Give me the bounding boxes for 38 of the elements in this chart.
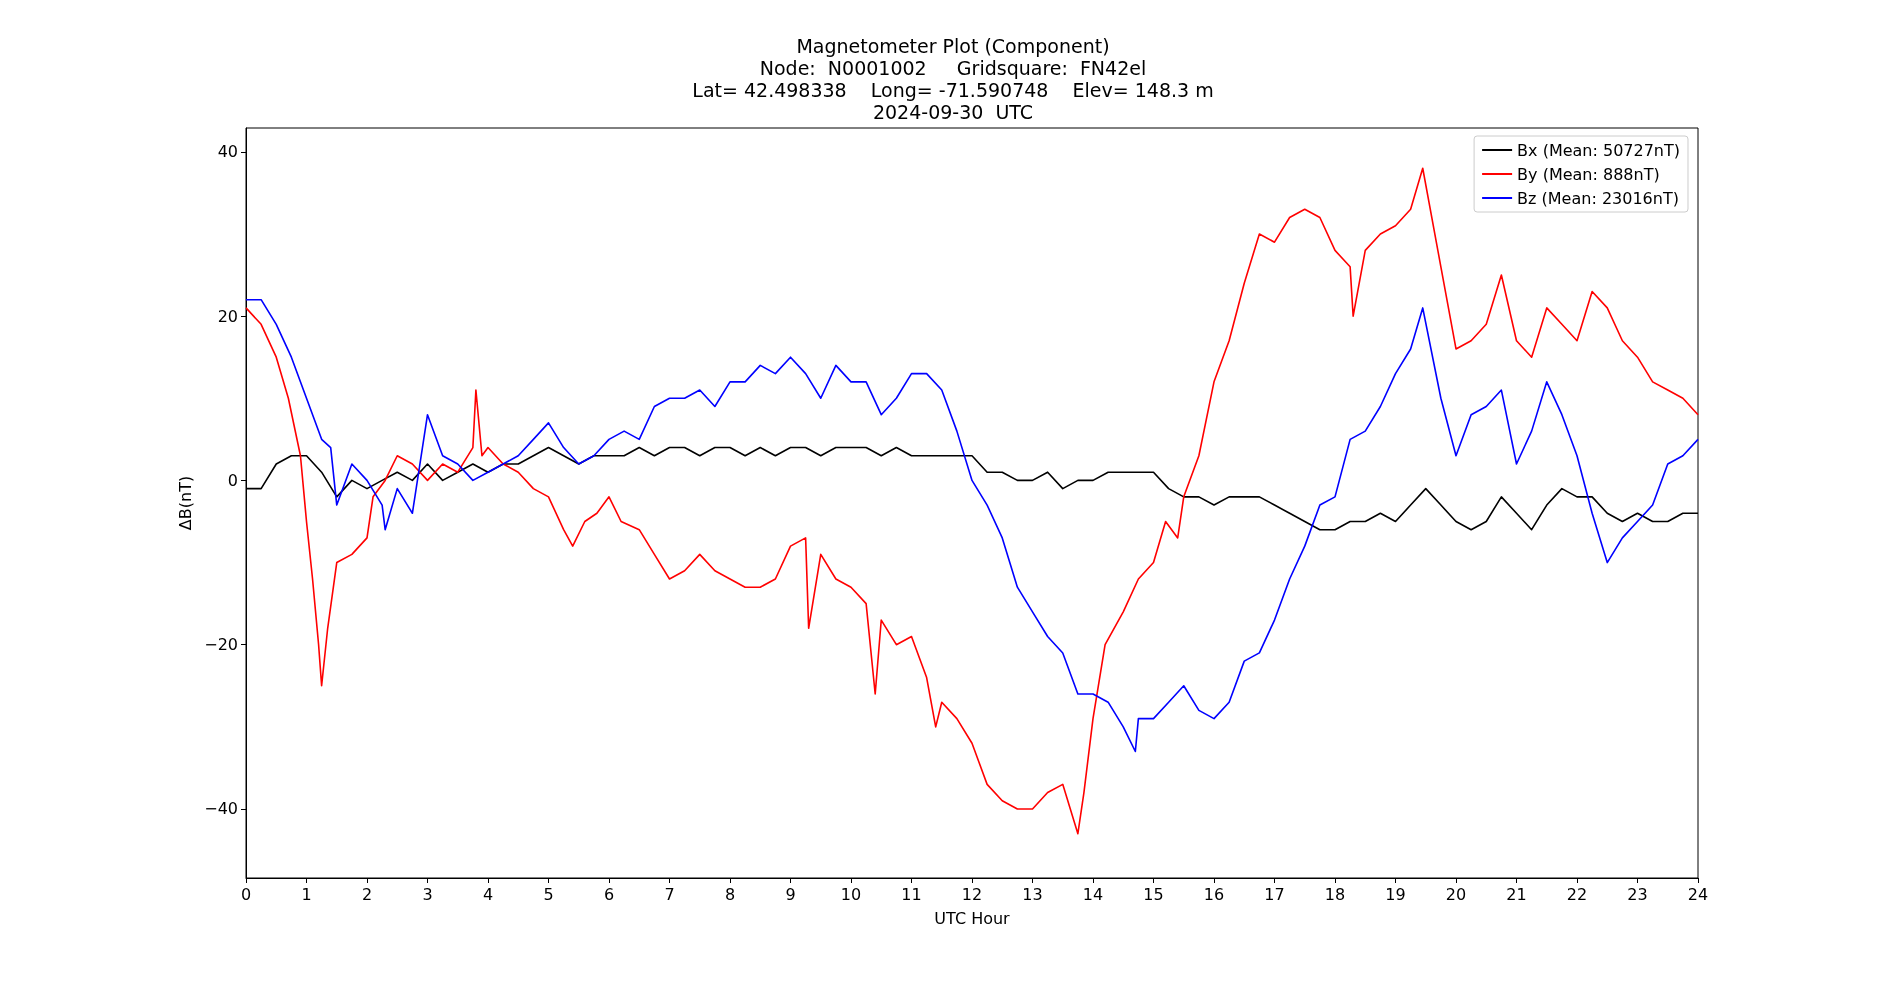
y-axis-title: ΔB(nT) xyxy=(175,475,195,531)
x-tick-label: 21 xyxy=(1506,884,1527,904)
x-tick-label: 12 xyxy=(961,884,983,904)
x-tick-label: 2 xyxy=(361,884,373,904)
x-tick-label: 22 xyxy=(1566,884,1588,904)
x-tick-label: 19 xyxy=(1385,884,1406,904)
x-tick-label: 11 xyxy=(901,884,922,904)
y-tick-label: −20 xyxy=(204,635,238,655)
x-tick-label: 3 xyxy=(422,884,433,904)
x-tick-label: 1 xyxy=(301,884,312,904)
x-tick-label: 5 xyxy=(543,884,554,904)
legend-label: Bz (Mean: 23016nT) xyxy=(1517,188,1679,208)
x-tick-label: 17 xyxy=(1264,884,1285,904)
x-tick-label: 6 xyxy=(603,884,615,904)
y-tick-label: 20 xyxy=(217,306,238,326)
y-tick-label: 0 xyxy=(227,470,238,490)
x-tick-label: 18 xyxy=(1324,884,1346,904)
x-tick-label: 15 xyxy=(1143,884,1164,904)
x-tick-label: 8 xyxy=(724,884,736,904)
x-axis-title: UTC Hour xyxy=(934,908,1011,928)
y-tick-label: 40 xyxy=(217,142,238,162)
x-tick-label: 0 xyxy=(240,884,252,904)
x-tick-label: 7 xyxy=(664,884,675,904)
legend-label: By (Mean: 888nT) xyxy=(1517,164,1660,184)
x-tick-label: 14 xyxy=(1082,884,1104,904)
x-tick-label: 13 xyxy=(1022,884,1043,904)
x-tick-label: 16 xyxy=(1203,884,1225,904)
chart-title: Magnetometer Plot (Component) Node: N0001002 Gridsquare: FN42el Lat= 42.498338 Long= -71.590748 Elev= 148.3 m 2024-09-30 UTC xyxy=(692,35,1214,123)
line-series xyxy=(245,167,1699,835)
x-tick-label: 20 xyxy=(1445,884,1467,904)
x-tick-label: 9 xyxy=(785,884,796,904)
x-tick-label: 4 xyxy=(482,884,494,904)
x-tick-label: 24 xyxy=(1687,884,1709,904)
legend-label: Bx (Mean: 50727nT) xyxy=(1517,140,1681,160)
line-series xyxy=(245,298,1699,753)
y-tick-label: −40 xyxy=(204,799,238,819)
x-tick-label: 10 xyxy=(840,884,862,904)
x-tick-label: 23 xyxy=(1627,884,1648,904)
